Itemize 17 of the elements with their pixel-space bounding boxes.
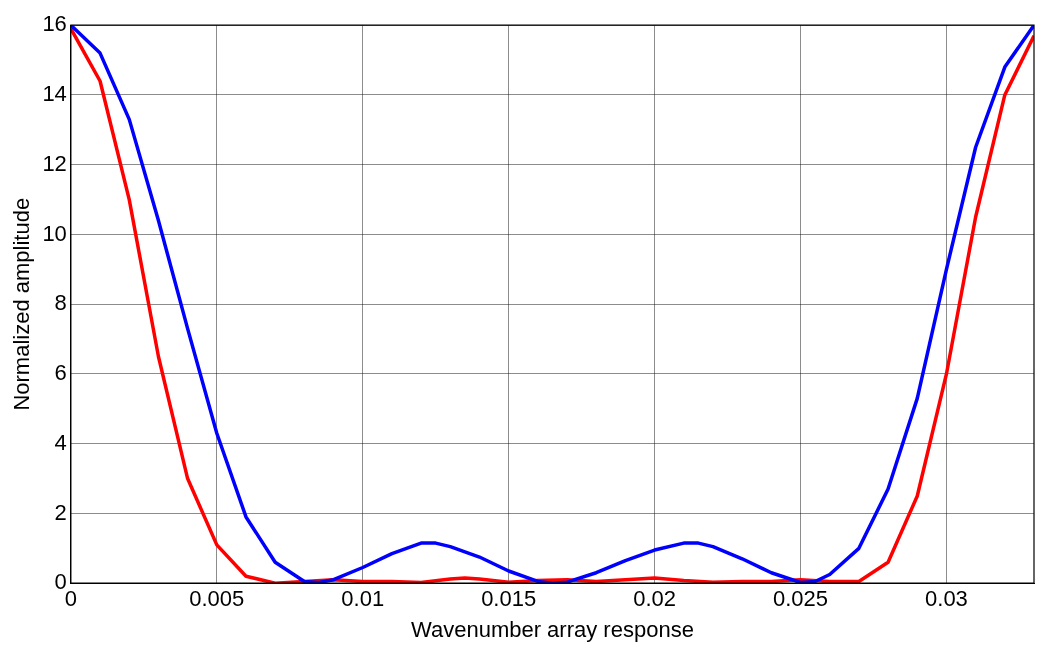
x-tick-label: 0.01 [341, 586, 385, 612]
y-tick-label: 0 [54, 569, 67, 595]
y-tick-label: 16 [42, 11, 67, 37]
x-axis-title: Wavenumber array response [411, 616, 694, 642]
x-tick-label: 0.025 [772, 586, 829, 612]
x-tick-label: 0.02 [633, 586, 676, 612]
x-tick-label: 0.005 [189, 586, 245, 612]
y-tick-label: 8 [54, 290, 67, 316]
x-tick-label: 0.015 [481, 586, 537, 612]
y-tick-label: 14 [42, 81, 67, 107]
y-tick-label: 2 [54, 499, 67, 525]
y-axis-title: Normalized amplitude [9, 197, 35, 411]
y-tick-label: 6 [54, 360, 67, 386]
x-tick-label: 0.03 [925, 586, 968, 612]
y-tick-label: 12 [42, 150, 67, 176]
y-tick-label: 10 [42, 220, 67, 246]
y-tick-label: 4 [54, 429, 67, 455]
